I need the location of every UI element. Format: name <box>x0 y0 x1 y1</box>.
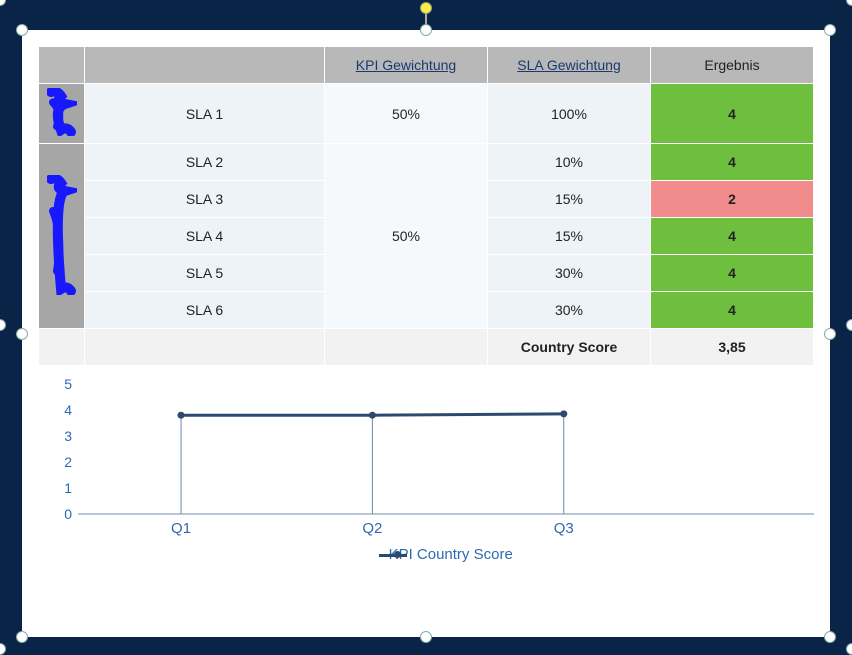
footer-blank-1 <box>85 329 325 366</box>
legend-marker-icon <box>394 551 401 558</box>
y-tick-label: 5 <box>64 376 72 392</box>
sla-label: SLA 5 <box>85 255 325 292</box>
sel-handle-bl[interactable] <box>0 643 6 655</box>
y-tick-label: 4 <box>64 402 72 418</box>
sla-weight: 15% <box>488 218 651 255</box>
sel-handle-tr[interactable] <box>846 0 852 6</box>
result-cell: 2 <box>651 181 814 218</box>
table-header-row: KPI Gewichtung SLA Gewichtung Ergebnis <box>39 47 814 84</box>
footer-blank-2 <box>325 329 488 366</box>
kpi-table: KPI Gewichtung SLA Gewichtung Ergebnis S… <box>38 46 814 366</box>
y-tick-label: 0 <box>64 506 72 522</box>
result-cell: 4 <box>651 144 814 181</box>
rotation-handle[interactable] <box>420 2 432 14</box>
sla-label: SLA 2 <box>85 144 325 181</box>
kpi-group-side <box>39 144 85 329</box>
sla-label: SLA 3 <box>85 181 325 218</box>
th-kpi-gewichtung: KPI Gewichtung <box>325 47 488 84</box>
result-cell: 4 <box>651 84 814 144</box>
sla-label: SLA 6 <box>85 292 325 329</box>
card-handle-br[interactable] <box>824 631 836 643</box>
footer-side <box>39 329 85 366</box>
y-tick-label: 1 <box>64 480 72 496</box>
table-row: SLA 150%100%4 <box>39 84 814 144</box>
x-tick-label: Q1 <box>171 520 191 537</box>
chart-y-axis: 543210 <box>38 384 78 514</box>
kpi-weight: 50% <box>325 84 488 144</box>
card-handle-tl[interactable] <box>16 24 28 36</box>
sla-weight: 30% <box>488 255 651 292</box>
card-handle-tr[interactable] <box>824 24 836 36</box>
sla-weight: 15% <box>488 181 651 218</box>
sla-weight: 10% <box>488 144 651 181</box>
x-tick-label: Q2 <box>362 520 382 537</box>
sel-handle-mr[interactable] <box>846 319 852 331</box>
content-card: KPI Gewichtung SLA Gewichtung Ergebnis S… <box>22 30 830 637</box>
table-row: SLA 250%10%4 <box>39 144 814 181</box>
sla-weight: 30% <box>488 292 651 329</box>
th-sla-gewichtung: SLA Gewichtung <box>488 47 651 84</box>
card-handle-bl[interactable] <box>16 631 28 643</box>
footer-value: 3,85 <box>651 329 814 366</box>
sel-handle-br[interactable] <box>846 643 852 655</box>
card-handle-ml[interactable] <box>16 328 28 340</box>
kpi-group-side <box>39 84 85 144</box>
x-tick-label: Q3 <box>554 520 574 537</box>
kpi-weight: 50% <box>325 144 488 329</box>
th-blank-2 <box>85 47 325 84</box>
result-cell: 4 <box>651 218 814 255</box>
redacted-label-icon <box>47 88 77 136</box>
result-cell: 4 <box>651 255 814 292</box>
chart-legend: KPI Country Score <box>78 546 814 563</box>
chart-plot-area <box>78 384 814 514</box>
card-handle-tm[interactable] <box>420 24 432 36</box>
th-ergebnis: Ergebnis <box>651 47 814 84</box>
sla-label: SLA 1 <box>85 84 325 144</box>
table-footer-row: Country Score3,85 <box>39 329 814 366</box>
sel-handle-tl[interactable] <box>0 0 6 6</box>
card-handle-bm[interactable] <box>420 631 432 643</box>
chart-x-axis: Q1 Q2 Q3 <box>78 520 814 542</box>
th-blank-1 <box>39 47 85 84</box>
country-score-chart: 543210 Q1Q2Q3 KPI Country Score <box>38 384 814 563</box>
redacted-label-icon <box>47 175 77 295</box>
sla-label: SLA 4 <box>85 218 325 255</box>
sla-weight: 100% <box>488 84 651 144</box>
y-tick-label: 3 <box>64 428 72 444</box>
result-cell: 4 <box>651 292 814 329</box>
card-handle-mr[interactable] <box>824 328 836 340</box>
y-tick-label: 2 <box>64 454 72 470</box>
sel-handle-ml[interactable] <box>0 319 6 331</box>
footer-label: Country Score <box>488 329 651 366</box>
